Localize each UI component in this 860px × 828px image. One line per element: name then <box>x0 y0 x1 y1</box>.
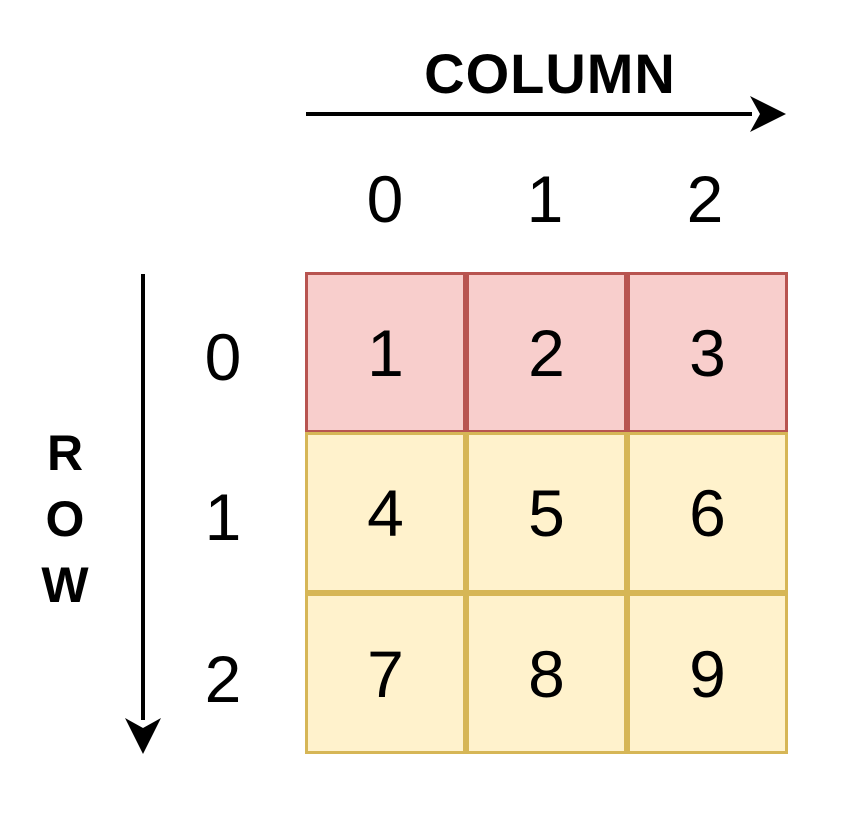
matrix-cell: 5 <box>466 432 627 593</box>
matrix-cell: 1 <box>305 272 466 433</box>
matrix-cell: 2 <box>466 272 627 433</box>
column-title: COLUMN <box>424 42 676 105</box>
matrix-cell: 6 <box>627 432 788 593</box>
row-index: 1 <box>204 480 242 554</box>
matrix-grid: 1 2 3 4 5 6 7 8 9 <box>305 272 788 754</box>
column-index: 0 <box>366 162 404 236</box>
matrix-cell: 7 <box>305 593 466 754</box>
matrix-cell: 3 <box>627 272 788 433</box>
row-title: R O W <box>30 420 100 618</box>
row-index: 0 <box>204 320 242 394</box>
column-index: 1 <box>526 162 564 236</box>
column-index: 2 <box>686 162 724 236</box>
row-index: 2 <box>204 642 242 716</box>
row-title-letter: R <box>46 425 84 481</box>
matrix-cell: 8 <box>466 593 627 754</box>
matrix-cell: 9 <box>627 593 788 754</box>
row-title-letter: W <box>41 557 89 613</box>
row-title-letter: O <box>45 491 85 547</box>
matrix-cell: 4 <box>305 432 466 593</box>
